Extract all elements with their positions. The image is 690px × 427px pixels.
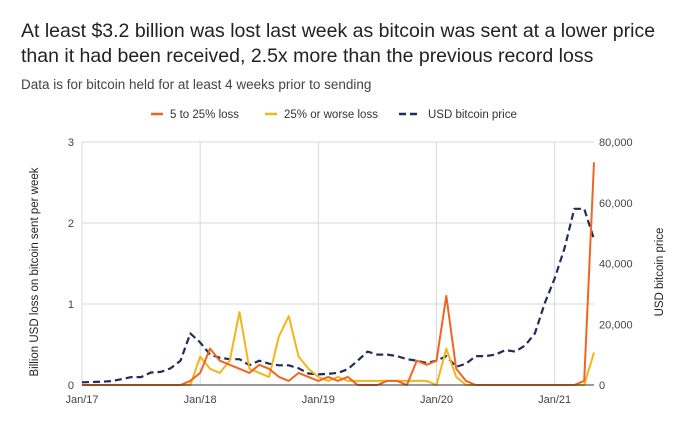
x-tick-label: Jan/21 [538, 394, 571, 406]
series-layer [81, 162, 596, 386]
y-tick-label: 0 [68, 380, 74, 392]
y2-tick-label: 0 [599, 380, 605, 392]
gridlines [81, 141, 594, 385]
y2-tick-label: 60,000 [599, 198, 633, 210]
legend-label-25-worse-loss: 25% or worse loss [284, 109, 378, 121]
legend-label-usd-price: USD bitcoin price [428, 109, 517, 121]
legend: 5 to 25% loss 25% or worse loss USD bitc… [151, 109, 517, 121]
y2-axis-ticks: 0 20,000 40,000 60,000 80,000 [599, 137, 633, 392]
y-tick-label: 2 [68, 218, 74, 230]
series-line-25-or-worse-loss [82, 311, 595, 386]
y-axis-ticks: 0 1 2 3 [68, 137, 74, 392]
x-axis-ticks: Jan/17 Jan/18 Jan/19 Jan/20 Jan/21 [65, 394, 571, 406]
x-tick-label: Jan/19 [302, 394, 335, 406]
chart-subtitle: Data is for bitcoin held for at least 4 … [21, 77, 372, 92]
legend-label-5-25-loss: 5 to 25% loss [170, 109, 239, 121]
chart-title: At least $3.2 billion was lost last week… [21, 20, 656, 67]
y2-axis-title: USD bitcoin price [654, 228, 666, 317]
x-tick-label: Jan/17 [65, 394, 98, 406]
y-tick-label: 1 [68, 299, 74, 311]
series-line-5-to-25-loss [82, 162, 595, 386]
x-tick-label: Jan/20 [420, 394, 453, 406]
y2-tick-label: 40,000 [599, 259, 633, 271]
y-axis-title: Billion USD loss on bitcoin sent per wee… [29, 167, 41, 376]
y-tick-label: 3 [68, 137, 74, 149]
series-line-usd-bitcoin-price [81, 207, 596, 384]
x-tick-label: Jan/18 [184, 394, 217, 406]
y2-tick-label: 20,000 [599, 319, 633, 331]
y2-tick-label: 80,000 [599, 137, 633, 149]
